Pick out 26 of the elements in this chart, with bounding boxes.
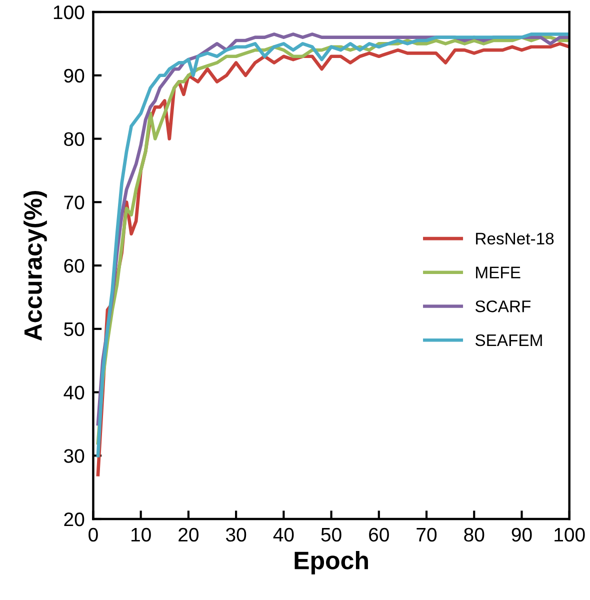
x-tick-label: 70: [416, 528, 437, 542]
x-tick-label: 90: [512, 528, 532, 542]
x-axis-title: Epoch: [294, 551, 368, 574]
legend-label: ResNet-18: [476, 232, 554, 245]
y-tick-label: 80: [64, 132, 84, 146]
x-tick-label: 100: [554, 528, 585, 542]
legend-label: MEFE: [476, 266, 520, 278]
legend-label: SEAFEM: [475, 334, 542, 346]
x-tick-label: 0: [88, 528, 98, 542]
y-tick-label: 50: [64, 322, 84, 336]
x-tick-label: 30: [226, 528, 246, 542]
x-tick-label: 40: [273, 528, 294, 542]
x-tick-label: 60: [369, 528, 389, 542]
x-tick-label: 50: [321, 528, 342, 542]
y-tick-label: 100: [54, 5, 84, 20]
y-tick-label: 40: [64, 386, 84, 400]
y-tick-label: 60: [64, 258, 84, 273]
x-tick-label: 10: [132, 528, 151, 542]
y-tick-label: 90: [64, 68, 84, 83]
y-tick-label: 70: [64, 196, 84, 210]
y-tick-label: 30: [64, 449, 84, 463]
x-tick-label: 20: [178, 528, 198, 542]
x-tick-label: 80: [464, 528, 484, 542]
y-tick-label: 20: [64, 512, 84, 526]
y-axis-title: Accuracy(%): [24, 191, 47, 341]
legend-label: SCARF: [475, 300, 531, 312]
